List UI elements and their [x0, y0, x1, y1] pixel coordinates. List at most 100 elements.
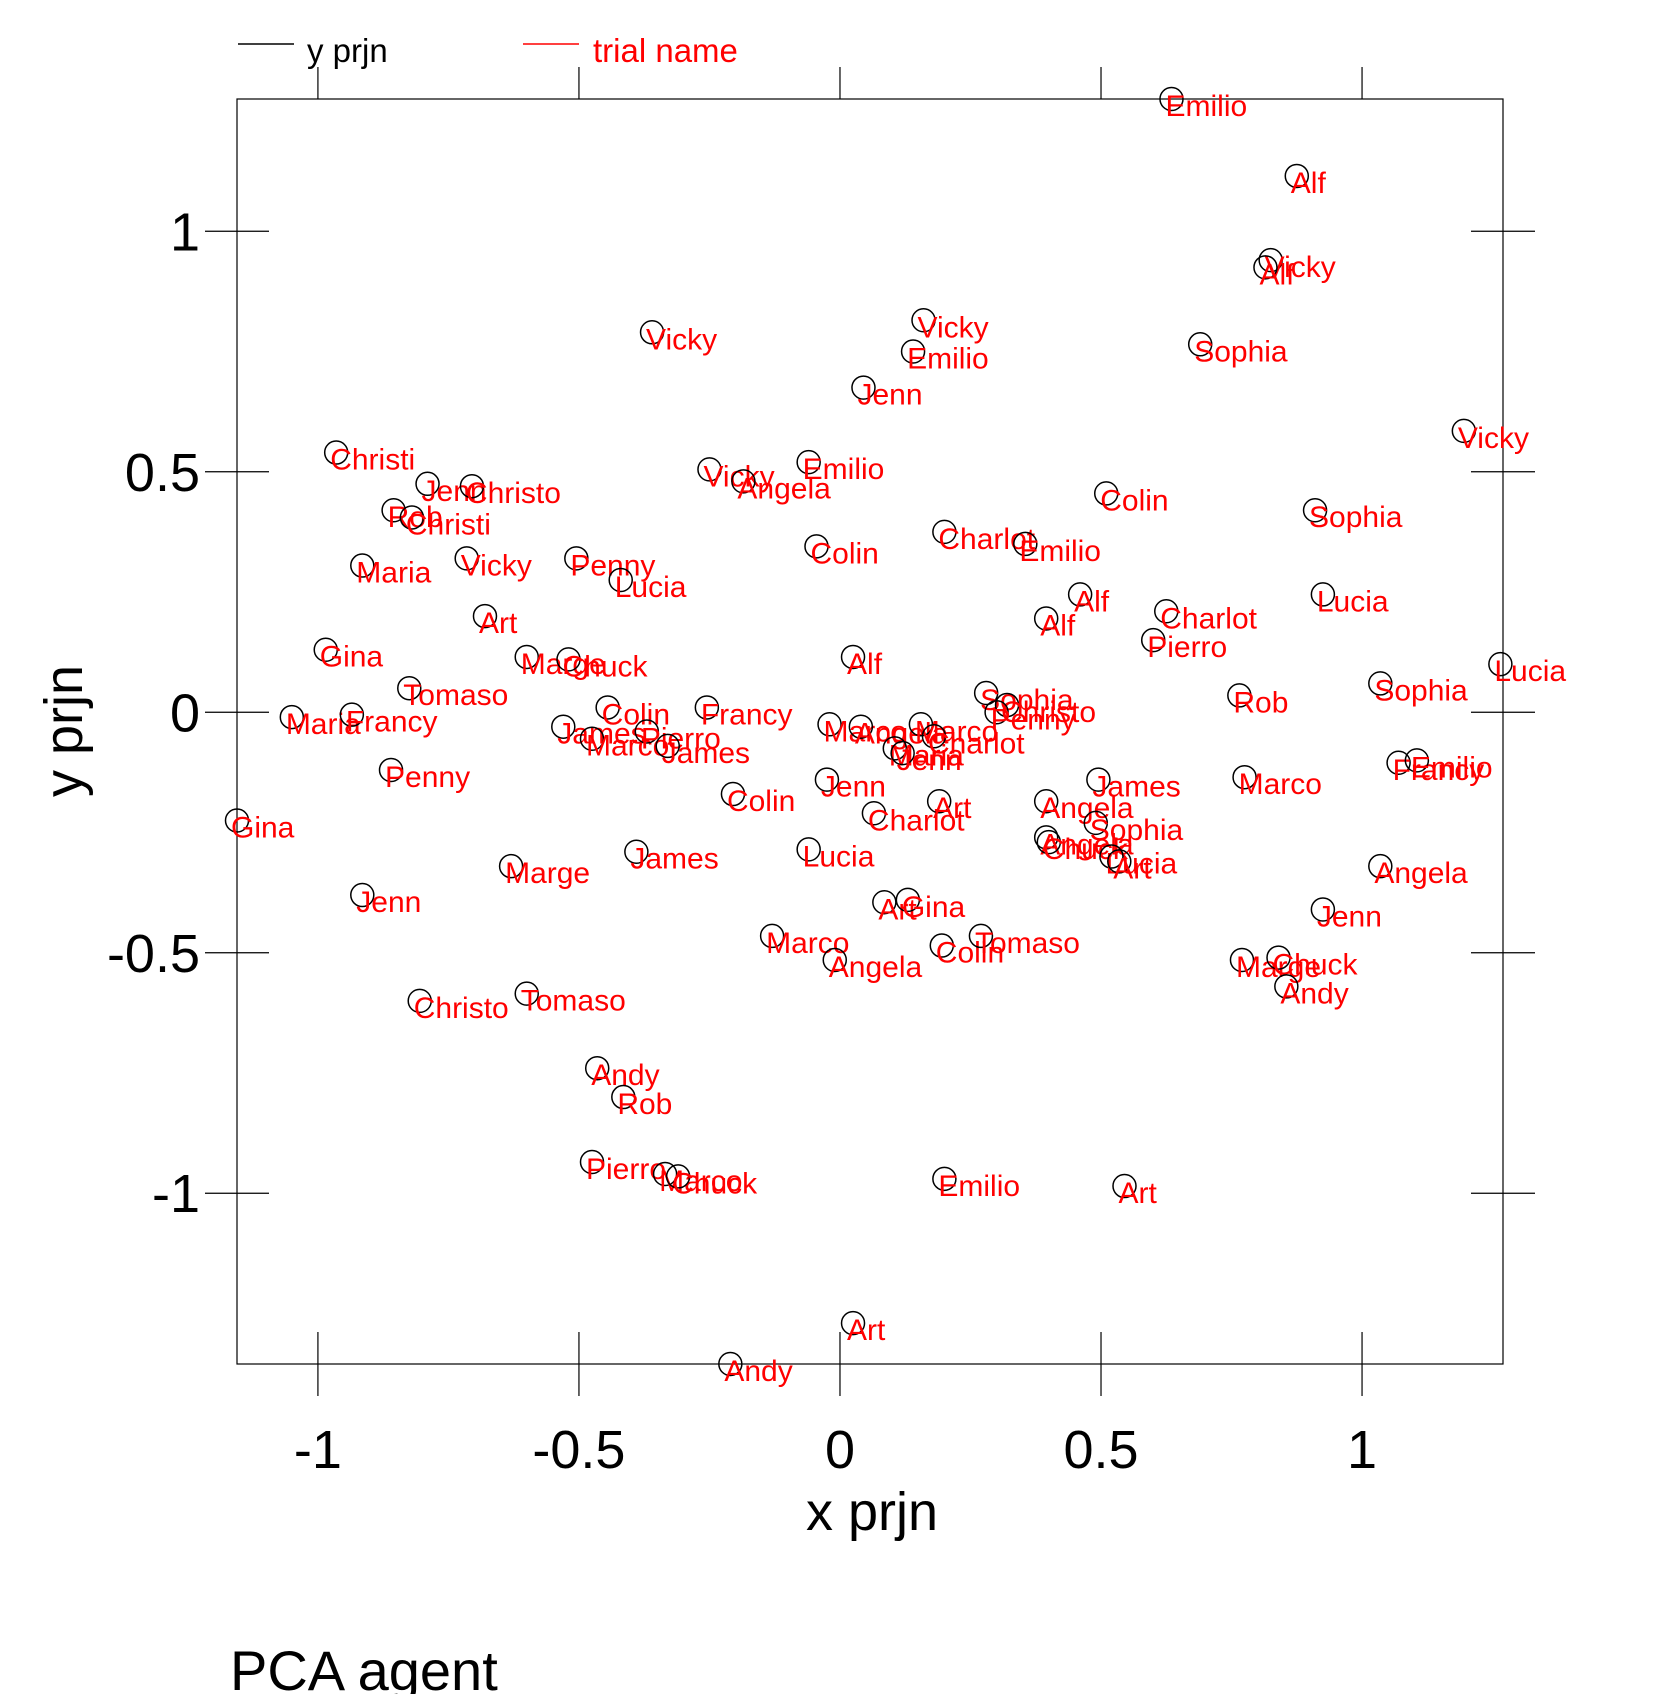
- y-tick-label-2: 0: [170, 683, 200, 743]
- point-marker-31: [1310, 582, 1336, 607]
- point-label-32: Art: [479, 607, 518, 640]
- point-label-42: Rob: [1233, 686, 1288, 719]
- point-label-43: Sophia: [1374, 674, 1468, 707]
- point-marker-48: [551, 714, 576, 739]
- point-marker-62: [926, 788, 952, 814]
- x-tick-label-2: 0: [825, 1420, 855, 1480]
- point-label-18: Colin: [1100, 484, 1168, 517]
- point-marker-60: [720, 781, 746, 807]
- point-label-41: Penny: [991, 703, 1076, 736]
- point-marker-64: [1086, 767, 1111, 792]
- x-tick-label-0: -1: [294, 1420, 342, 1480]
- point-marker-59: [814, 767, 840, 792]
- point-label-87: Chuck: [1273, 949, 1359, 982]
- point-label-17: Emilio: [803, 453, 885, 486]
- point-label-51: James: [662, 737, 750, 770]
- point-label-50: Pierro: [641, 723, 721, 756]
- point-label-66: Francy: [1393, 754, 1485, 787]
- point-marker-43: [1368, 671, 1393, 696]
- point-label-24: Colin: [810, 537, 878, 570]
- point-marker-83: [929, 933, 955, 958]
- point-label-9: Vicky: [1458, 422, 1529, 455]
- point-label-20: Maria: [356, 557, 431, 590]
- point-marker-66: [1386, 750, 1411, 776]
- point-marker-77: [498, 853, 524, 879]
- point-marker-51: [655, 733, 680, 759]
- point-label-34: Marge: [521, 648, 606, 681]
- point-label-83: Colin: [936, 937, 1004, 970]
- point-label-94: Marco: [659, 1165, 742, 1198]
- point-marker-0: [1159, 86, 1184, 112]
- point-label-45: Francy: [346, 706, 438, 739]
- point-label-35: Chuck: [563, 650, 649, 683]
- point-label-38: Tomaso: [403, 679, 508, 712]
- point-label-80: Gina: [902, 891, 966, 924]
- point-label-65: Marco: [1239, 768, 1322, 801]
- point-label-40: Christo: [1001, 696, 1096, 729]
- point-label-37: Lucia: [1494, 655, 1566, 688]
- point-label-99: Andy: [724, 1355, 792, 1388]
- point-marker-26: [1013, 531, 1038, 557]
- point-marker-58: [378, 757, 404, 783]
- point-marker-85: [822, 947, 848, 973]
- point-label-12: Christo: [466, 477, 561, 510]
- point-label-90: Tomaso: [521, 985, 626, 1018]
- point-marker-70: [796, 837, 821, 862]
- point-marker-45: [339, 702, 365, 727]
- point-marker-17: [796, 449, 821, 475]
- point-label-15: Vicky: [703, 460, 774, 493]
- point-marker-22: [564, 546, 589, 571]
- point-marker-98: [840, 1310, 866, 1336]
- point-marker-68: [224, 808, 250, 833]
- point-label-57: Jenn: [897, 744, 962, 777]
- point-label-78: Jenn: [356, 886, 421, 919]
- point-marker-7: [639, 320, 665, 345]
- point-label-6: Sophia: [1194, 335, 1288, 368]
- point-marker-78: [350, 882, 375, 908]
- point-label-14: Christi: [406, 508, 491, 541]
- point-label-97: Art: [1119, 1177, 1158, 1210]
- point-label-81: Jenn: [1317, 900, 1382, 933]
- point-marker-3: [1253, 255, 1278, 280]
- point-label-91: Andy: [591, 1059, 659, 1092]
- point-marker-24: [804, 534, 829, 559]
- point-marker-84: [968, 923, 994, 949]
- point-label-7: Vicky: [646, 323, 717, 356]
- point-marker-2: [1258, 247, 1283, 273]
- x-tick-label-4: 1: [1347, 1420, 1377, 1480]
- point-marker-27: [1067, 582, 1093, 607]
- point-marker-34: [514, 644, 539, 670]
- point-marker-80: [895, 887, 921, 913]
- point-marker-94: [652, 1161, 678, 1187]
- point-label-5: Emilio: [907, 343, 989, 376]
- point-label-76: Angela: [1374, 857, 1468, 890]
- point-label-11: Jenn: [422, 475, 487, 508]
- point-marker-55: [921, 724, 947, 749]
- point-marker-44: [279, 704, 305, 730]
- point-marker-67: [1404, 748, 1430, 773]
- point-marker-92: [611, 1084, 636, 1110]
- point-marker-90: [514, 981, 539, 1006]
- point-marker-93: [579, 1149, 605, 1175]
- point-marker-38: [397, 675, 422, 701]
- legend: y prjn trial name: [238, 32, 738, 69]
- point-marker-72: [1036, 829, 1062, 855]
- point-marker-74: [1099, 844, 1124, 869]
- point-marker-87: [1266, 945, 1291, 970]
- point-marker-41: [984, 700, 1009, 725]
- point-marker-36: [840, 644, 866, 670]
- point-marker-76: [1368, 853, 1393, 879]
- point-label-62: Art: [933, 792, 972, 825]
- point-marker-71: [1033, 825, 1059, 850]
- point-label-44: Maria: [286, 708, 361, 741]
- point-marker-4: [911, 308, 936, 333]
- point-label-30: Pierro: [1147, 631, 1227, 664]
- point-label-56: Maria: [889, 739, 964, 772]
- point-marker-20: [350, 553, 375, 578]
- point-marker-37: [1488, 651, 1513, 677]
- point-label-1: Alf: [1291, 167, 1327, 200]
- point-marker-86: [1229, 947, 1255, 973]
- point-marker-18: [1093, 481, 1119, 506]
